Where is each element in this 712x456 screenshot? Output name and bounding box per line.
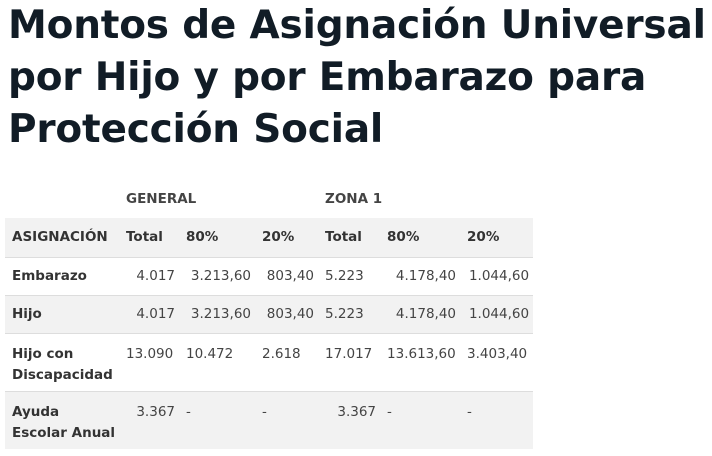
amounts-table: GENERAL ZONA 1 ASIGNACIÓN Total 80% 20% … [5, 180, 534, 449]
row-label: Hijo con Discapacidad [5, 333, 119, 391]
column-header-zona-80: 80% [387, 229, 420, 246]
table-cell: 4.017 [136, 268, 175, 284]
table-cell: 5.223 [325, 306, 364, 322]
column-header-asignacion: ASIGNACIÓN [12, 229, 108, 246]
table-cell: 803,40 [266, 306, 315, 322]
table-cell: 13.090 [126, 345, 174, 362]
group-header-zona-1: ZONA 1 [325, 191, 383, 207]
table-cell: - [262, 403, 267, 420]
row-label-line: Hijo con [12, 345, 74, 362]
table-cell: 4.178,40 [395, 306, 457, 322]
column-header-general-80: 80% [186, 229, 219, 246]
table-cell: 5.223 [325, 268, 364, 284]
page-title: Montos de Asignación Universal por Hijo … [8, 0, 708, 156]
row-label: Embarazo [12, 268, 87, 284]
table-cell: 3.367 [136, 403, 175, 420]
table-cell: - [387, 403, 392, 420]
row-label-line: Ayuda [12, 403, 60, 420]
group-header-general: GENERAL [126, 191, 197, 207]
table-cell: 3.367 [337, 403, 377, 420]
table-row: Embarazo 4.017 3.213,60 803,40 5.223 4.1… [5, 257, 534, 295]
row-label-line: Discapacidad [12, 366, 113, 383]
table-cell: 3.213,60 [190, 268, 251, 284]
table-cell: - [186, 403, 191, 420]
table-cell: - [467, 403, 472, 420]
column-header-general-total: Total [126, 229, 163, 246]
table-cell: 10.472 [186, 345, 234, 362]
title-line-1: Montos de Asignación Universal [8, 3, 706, 48]
table-row: Hijo 4.017 3.213,60 803,40 5.223 4.178,4… [5, 295, 534, 333]
table-row: Hijo con Discapacidad 13.090 10.472 2.61… [5, 333, 534, 391]
group-header-empty [5, 180, 119, 218]
column-header-row: ASIGNACIÓN Total 80% 20% Total 80% 20% [5, 218, 534, 257]
table-cell: 17.017 [325, 345, 373, 362]
title-line-3: Protección Social [8, 107, 384, 152]
group-header-row: GENERAL ZONA 1 [5, 180, 533, 218]
table-cell: 803,40 [266, 268, 315, 284]
title-line-2: por Hijo y por Embarazo para [8, 55, 647, 100]
table-cell: 13.613,60 [387, 345, 456, 362]
row-label: Ayuda Escolar Anual [5, 391, 119, 449]
table-row: Ayuda Escolar Anual 3.367 - - 3.367 - - [5, 391, 534, 449]
table-cell: 4.017 [136, 306, 175, 322]
table-cell: 1.044,60 [468, 268, 530, 284]
column-header-zona-20: 20% [467, 229, 500, 246]
column-header-zona-total: Total [325, 229, 362, 246]
table-cell: 2.618 [262, 345, 301, 362]
table-cell: 3.403,40 [467, 345, 528, 362]
table-cell: 3.213,60 [190, 306, 251, 322]
row-label-line: Escolar Anual [12, 424, 116, 441]
table-cell: 4.178,40 [395, 268, 457, 284]
table-cell: 1.044,60 [468, 306, 530, 322]
row-label: Hijo [12, 306, 42, 322]
column-header-general-20: 20% [262, 229, 295, 246]
